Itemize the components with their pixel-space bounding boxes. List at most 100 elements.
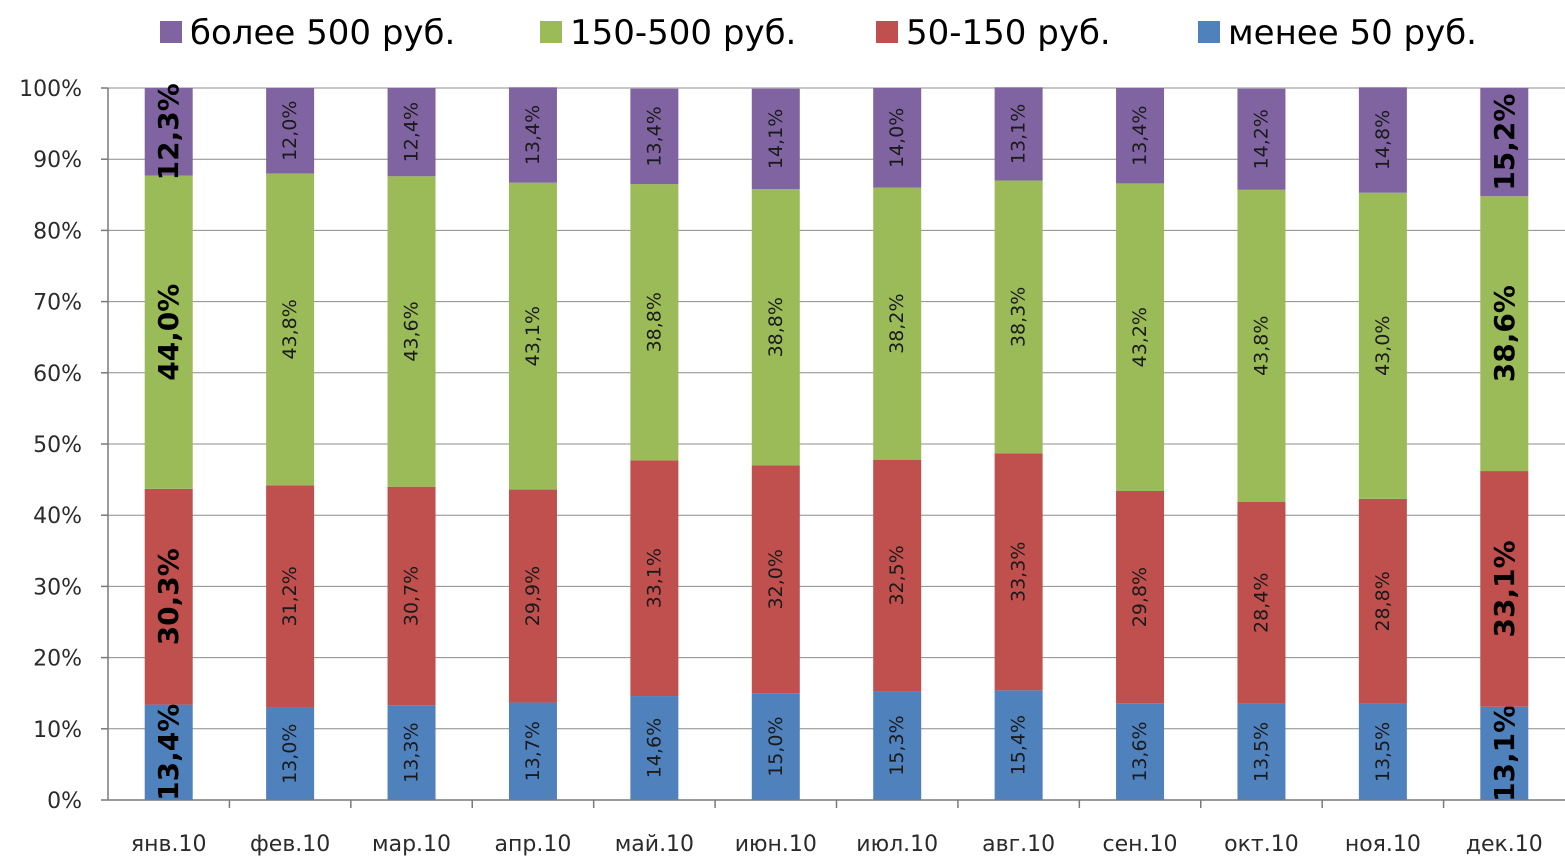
bar-segment — [1480, 88, 1529, 197]
bar-data-label: 14,1% — [765, 109, 787, 169]
bar-segment — [1358, 192, 1407, 499]
y-tick-label: 0% — [47, 789, 82, 814]
bar-segment — [1358, 87, 1407, 193]
x-tick-label: янв.10 — [131, 832, 207, 857]
bar-data-label: 13,0% — [279, 724, 301, 784]
legend-swatch — [876, 21, 898, 43]
bar-segment — [994, 87, 1043, 181]
bar-data-label: 44,0% — [152, 284, 185, 381]
bar-data-label: 13,1% — [1488, 705, 1521, 802]
bar-segment — [1480, 196, 1529, 472]
bar-data-label: 33,1% — [643, 548, 665, 608]
chart-gridlines — [108, 87, 1565, 730]
bar-segment — [387, 486, 436, 706]
bar-segment — [387, 705, 436, 800]
y-tick-label: 100% — [19, 77, 82, 102]
bar-data-label: 38,8% — [643, 292, 665, 352]
bar-segment — [1237, 189, 1286, 502]
bar-segment — [1480, 471, 1529, 707]
bar-data-label: 43,8% — [1250, 316, 1272, 376]
x-tick-label: июл.10 — [856, 832, 938, 857]
bar-segment — [1116, 490, 1165, 704]
bar-data-label: 14,6% — [643, 718, 665, 778]
bar-data-label: 43,6% — [401, 301, 423, 361]
y-tick-label: 20% — [33, 647, 82, 672]
x-tick-label: ноя.10 — [1345, 832, 1421, 857]
bar-segment — [873, 691, 922, 800]
bar-data-label: 13,4% — [522, 105, 544, 165]
bar-segment — [751, 189, 800, 466]
bar-segment — [266, 485, 315, 708]
legend-swatch — [160, 21, 182, 43]
x-tick-label: май.10 — [615, 832, 694, 857]
bar-data-label: 12,4% — [401, 102, 423, 162]
bar-segment — [144, 488, 193, 705]
bar-data-label: 32,5% — [886, 545, 908, 605]
bar-data-label: 13,5% — [1250, 722, 1272, 782]
bar-segment — [994, 180, 1043, 454]
bar-segment — [266, 173, 315, 486]
bar-segment — [508, 702, 557, 800]
bar-data-label: 15,3% — [886, 715, 908, 775]
bar-segment — [1237, 501, 1286, 704]
bar-segment — [873, 459, 922, 692]
bar-data-label: 14,8% — [1372, 110, 1394, 170]
legend-swatch — [540, 21, 562, 43]
bar-data-label: 33,1% — [1488, 540, 1521, 637]
bar-segment — [994, 690, 1043, 800]
x-tick-label: дек.10 — [1466, 832, 1543, 857]
bar-data-label: 38,3% — [1008, 287, 1030, 347]
legend-swatch — [1198, 21, 1220, 43]
bar-segment — [630, 184, 679, 461]
y-tick-label: 60% — [33, 362, 82, 387]
bar-segment — [266, 88, 315, 174]
y-axis: 0% 10% 20% 30% 40% 50% 60% 70% 80% 90% 100% — [19, 77, 109, 814]
bar-data-label: 13,5% — [1372, 722, 1394, 782]
bar-data-label: 30,3% — [152, 548, 185, 645]
bar-data-label: 13,4% — [643, 106, 665, 166]
bar-data-label: 13,4% — [152, 704, 185, 801]
bar-segment — [630, 88, 679, 185]
y-tick-label: 40% — [33, 504, 82, 529]
y-tick-label: 30% — [33, 575, 82, 600]
chart-legend: более 500 руб. 150-500 руб. 50-150 руб. мен… — [160, 13, 1477, 53]
x-tick-label: июн.10 — [735, 832, 817, 857]
bar-data-label: 31,2% — [279, 566, 301, 626]
bar-segment — [1358, 498, 1407, 704]
bar-segment — [1480, 706, 1529, 800]
bar-segment — [873, 187, 922, 460]
bar-segment — [751, 465, 800, 694]
bar-data-label: 38,6% — [1488, 285, 1521, 382]
x-tick-label: фев.10 — [250, 832, 330, 857]
legend-label: 150-500 руб. — [570, 13, 796, 53]
bar-segment — [508, 87, 557, 183]
bar-data-label: 28,8% — [1372, 571, 1394, 631]
bar-data-label: 43,0% — [1372, 316, 1394, 376]
x-axis: янв.10 фев.10 мар.10 апр.10 май.10 июн.10 июл.… — [108, 799, 1565, 857]
bar-data-label: 29,8% — [1129, 567, 1151, 627]
bar-segment — [751, 693, 800, 800]
bar-segment — [1116, 703, 1165, 800]
y-tick-label: 70% — [33, 291, 82, 316]
bar-data-label: 13,4% — [1129, 106, 1151, 166]
bar-data-label: 14,0% — [886, 108, 908, 168]
bar-segment — [266, 707, 315, 800]
bar-data-label: 43,1% — [522, 306, 544, 366]
bar-segment — [144, 175, 193, 489]
bar-segment — [144, 88, 193, 176]
bar-segment — [508, 182, 557, 490]
bar-data-label: 43,2% — [1129, 307, 1151, 367]
bar-data-label: 33,3% — [1008, 542, 1030, 602]
y-tick-label: 50% — [33, 433, 82, 458]
bar-segment — [387, 176, 436, 487]
legend-label: более 500 руб. — [190, 13, 455, 53]
bar-data-label: 28,4% — [1250, 573, 1272, 633]
bar-segment — [994, 453, 1043, 691]
bar-segment — [1116, 88, 1165, 184]
x-tick-label: сен.10 — [1103, 832, 1178, 857]
bar-data-label: 13,6% — [1129, 721, 1151, 781]
bar-segment — [144, 704, 193, 800]
bar-data-label: 32,0% — [765, 549, 787, 609]
bar-data-label: 13,7% — [522, 721, 544, 781]
